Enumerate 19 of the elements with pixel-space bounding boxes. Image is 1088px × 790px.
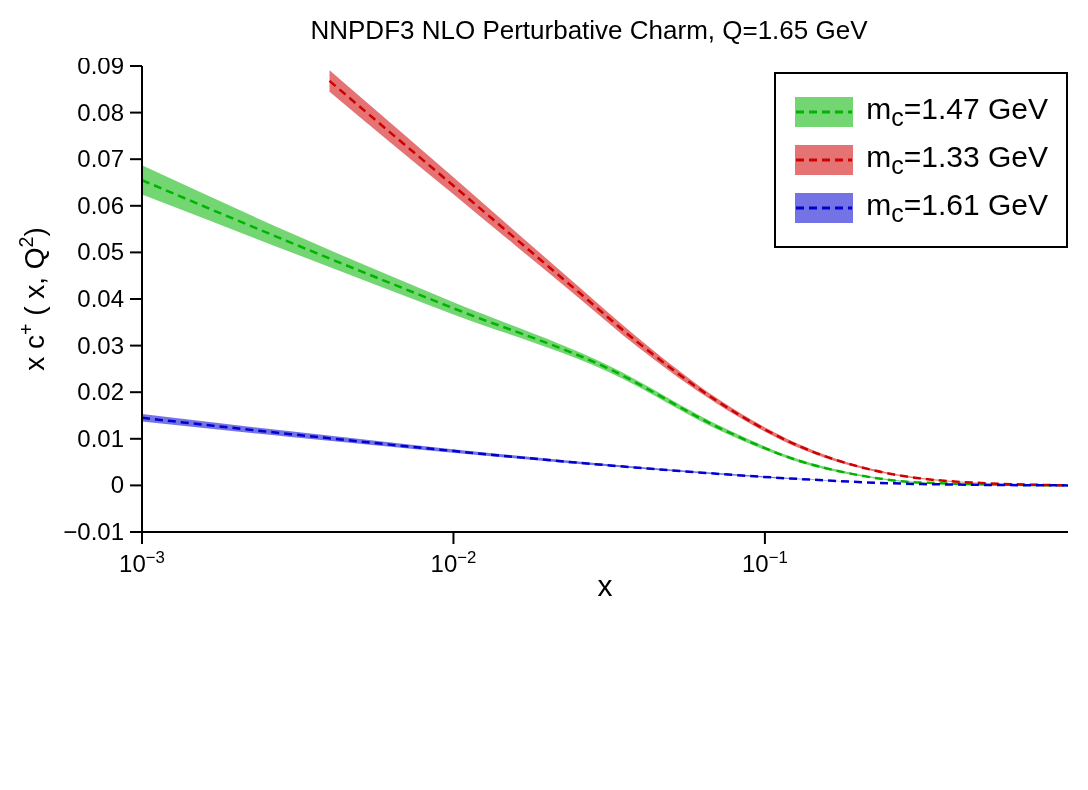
- y-tick-label: 0.07: [77, 145, 124, 173]
- y-tick-label: 0.09: [77, 52, 124, 79]
- x-axis-title: x: [597, 569, 613, 602]
- y-tick-label: −0.01: [63, 518, 124, 545]
- y-tick-label: 0: [110, 471, 124, 499]
- x-tick-label: 10$^{−2}$: [430, 547, 477, 577]
- y-tick-label: 0.04: [77, 285, 124, 312]
- y-tick-label: 0.02: [77, 378, 124, 406]
- legend-label: m$_{c}$=1.33 GeV: [866, 140, 1048, 180]
- y-tick-label: 0.08: [77, 98, 124, 126]
- y-tick-label: 0.01: [77, 424, 124, 452]
- chart-title: NNPDF3 NLO Perturbative Charm, Q=1.65 GeV: [310, 15, 868, 45]
- legend-label: m$_{c}$=1.61 GeV: [866, 188, 1048, 228]
- y-tick-label: 0.03: [77, 331, 124, 359]
- y-tick-label: 0.06: [77, 191, 124, 219]
- y-tick-label: 0.05: [77, 238, 124, 266]
- x-tick-label: 10$^{−3}$: [119, 547, 165, 577]
- x-tick-label: 10$^{−1}$: [741, 547, 788, 577]
- legend-label: m$_{c}$=1.47 GeV: [866, 92, 1048, 132]
